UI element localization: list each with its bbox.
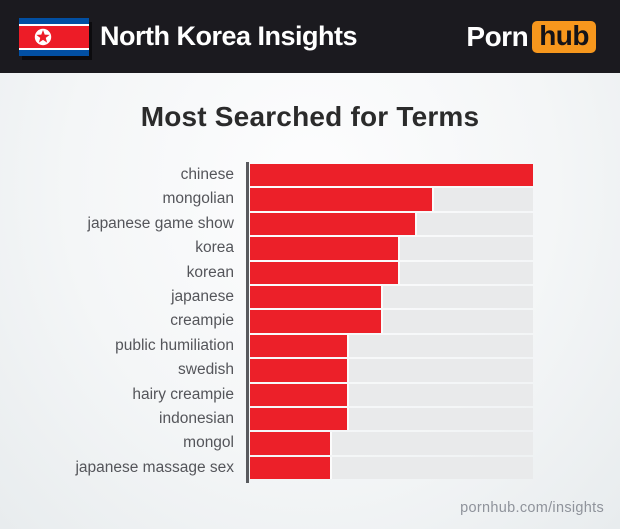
header: North Korea Insights Porn hub	[0, 0, 620, 73]
chart-row: japanese	[0, 285, 533, 309]
bar-track	[250, 310, 533, 333]
header-title: North Korea Insights	[100, 21, 358, 51]
bar-track	[250, 456, 533, 480]
logo-text-hub: hub	[532, 20, 596, 53]
chart-row: public humiliation	[0, 334, 533, 358]
chart-row: indonesian	[0, 407, 533, 431]
bar	[250, 407, 350, 431]
bar	[250, 261, 400, 284]
bar-track	[250, 359, 533, 382]
logo-text-porn: Porn	[466, 20, 529, 52]
bar	[250, 188, 434, 211]
bar-track	[250, 334, 533, 358]
chart-row: creampie	[0, 310, 533, 333]
chart-row: hairy creampie	[0, 383, 533, 406]
north-korea-flag-icon	[19, 17, 89, 56]
chart-row: japanese game show	[0, 212, 533, 236]
bar	[250, 212, 417, 236]
bar-label: mongol	[183, 434, 234, 452]
chart-area: Most Searched for Terms chinese mongolian…	[0, 101, 620, 516]
bar-track	[250, 164, 533, 187]
bar-track	[250, 237, 533, 260]
chart-row: swedish	[0, 359, 533, 382]
chart-row: mongolian	[0, 188, 533, 211]
bar-track	[250, 285, 533, 309]
chart-title: Most Searched for Terms	[140, 101, 480, 132]
bar	[250, 383, 350, 406]
bar-chart: chinese mongolian japanese game show korea k…	[0, 162, 533, 483]
bar-track	[250, 261, 533, 284]
bar	[250, 285, 383, 309]
footer-url: pornhub.com/insights	[460, 500, 604, 516]
bar-label: mongolian	[162, 190, 234, 208]
bar	[250, 432, 333, 455]
bar-label: japanese game show	[87, 214, 235, 232]
chart-row: chinese	[0, 164, 533, 187]
bar	[250, 359, 350, 382]
bar-label: public humiliation	[115, 336, 234, 354]
bar	[250, 334, 350, 358]
bar-label: japanese	[171, 287, 234, 305]
bar-label: hairy creampie	[132, 385, 234, 403]
pornhub-logo: Porn hub	[466, 20, 596, 53]
bar-label: korea	[195, 239, 234, 257]
bar	[250, 237, 400, 260]
bar-track	[250, 383, 533, 406]
bar-track	[250, 188, 533, 211]
chart-row: japanese massage sex	[0, 456, 533, 480]
bar-label: chinese	[180, 166, 234, 183]
bar-track	[250, 432, 533, 455]
bar	[250, 456, 333, 480]
bar-label: japanese massage sex	[75, 458, 234, 476]
bar	[250, 310, 383, 333]
bar	[250, 164, 533, 187]
bar-label: creampie	[170, 312, 234, 330]
bar-track	[250, 407, 533, 431]
bar-label: swedish	[178, 361, 234, 379]
y-axis-line	[246, 162, 249, 483]
bar-label: korean	[186, 263, 234, 281]
chart-row: korea	[0, 237, 533, 260]
chart-row: mongol	[0, 432, 533, 455]
chart-row: korean	[0, 261, 533, 284]
bar-label: indonesian	[159, 409, 234, 427]
bar-track	[250, 212, 533, 236]
